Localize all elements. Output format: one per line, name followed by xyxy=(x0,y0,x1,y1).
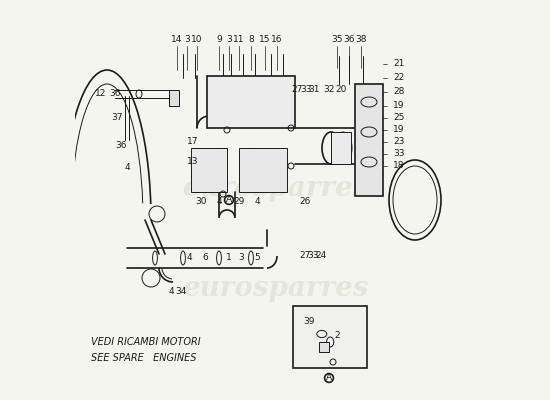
Text: 38: 38 xyxy=(355,36,367,44)
Text: A: A xyxy=(226,196,232,204)
Text: 23: 23 xyxy=(393,138,405,146)
Text: 19: 19 xyxy=(393,102,405,110)
Text: 35: 35 xyxy=(331,36,343,44)
Text: 6: 6 xyxy=(202,254,208,262)
Bar xyxy=(319,342,329,352)
Text: 33: 33 xyxy=(393,150,405,158)
Text: 18: 18 xyxy=(393,162,405,170)
Text: 2: 2 xyxy=(334,332,340,340)
Text: 32: 32 xyxy=(323,86,335,94)
Text: 25: 25 xyxy=(393,114,405,122)
Bar xyxy=(355,84,383,196)
Text: 12: 12 xyxy=(95,90,107,98)
Text: 26: 26 xyxy=(299,198,311,206)
Text: 3: 3 xyxy=(238,254,244,262)
Text: 33: 33 xyxy=(307,252,319,260)
Text: 4: 4 xyxy=(186,254,192,262)
Text: 39: 39 xyxy=(303,318,315,326)
Bar xyxy=(169,90,179,106)
Text: 3: 3 xyxy=(226,36,232,44)
Text: 37: 37 xyxy=(111,114,123,122)
Text: 29: 29 xyxy=(233,198,245,206)
Text: 24: 24 xyxy=(316,252,327,260)
Text: 22: 22 xyxy=(393,74,405,82)
Text: 10: 10 xyxy=(191,36,203,44)
Bar xyxy=(239,148,287,192)
Text: 31: 31 xyxy=(309,86,320,94)
Text: 27: 27 xyxy=(299,252,311,260)
Text: 33: 33 xyxy=(300,86,312,94)
Text: 36: 36 xyxy=(343,36,355,44)
Text: SEE SPARE   ENGINES: SEE SPARE ENGINES xyxy=(91,353,196,363)
Text: 36: 36 xyxy=(109,90,121,98)
Text: 21: 21 xyxy=(393,60,405,68)
Text: 28: 28 xyxy=(393,88,405,96)
Text: 30: 30 xyxy=(195,198,207,206)
Bar xyxy=(293,306,367,368)
Text: 14: 14 xyxy=(171,36,183,44)
Text: eurosparres: eurosparres xyxy=(182,174,368,202)
Bar xyxy=(191,148,227,192)
Text: 17: 17 xyxy=(187,138,199,146)
Text: 8: 8 xyxy=(248,36,254,44)
Text: 27: 27 xyxy=(292,86,302,94)
Text: 1: 1 xyxy=(226,254,232,262)
Text: 15: 15 xyxy=(259,36,271,44)
Text: 3: 3 xyxy=(184,36,190,44)
Text: 5: 5 xyxy=(254,254,260,262)
Text: 34: 34 xyxy=(175,288,186,296)
Text: 16: 16 xyxy=(271,36,283,44)
Text: VEDI RICAMBI MOTORI: VEDI RICAMBI MOTORI xyxy=(91,337,201,347)
Bar xyxy=(331,132,351,164)
Text: 11: 11 xyxy=(233,36,245,44)
Text: 19: 19 xyxy=(393,126,405,134)
Text: 36: 36 xyxy=(116,142,127,150)
Text: 4: 4 xyxy=(168,288,174,296)
Bar xyxy=(207,76,295,128)
Text: 20: 20 xyxy=(336,86,346,94)
Text: 4: 4 xyxy=(254,198,260,206)
Text: 4: 4 xyxy=(124,164,130,172)
Text: A: A xyxy=(326,374,332,382)
Text: 4: 4 xyxy=(216,198,222,206)
Text: eurosparres: eurosparres xyxy=(182,274,368,302)
Text: 9: 9 xyxy=(216,36,222,44)
Text: 13: 13 xyxy=(187,158,199,166)
